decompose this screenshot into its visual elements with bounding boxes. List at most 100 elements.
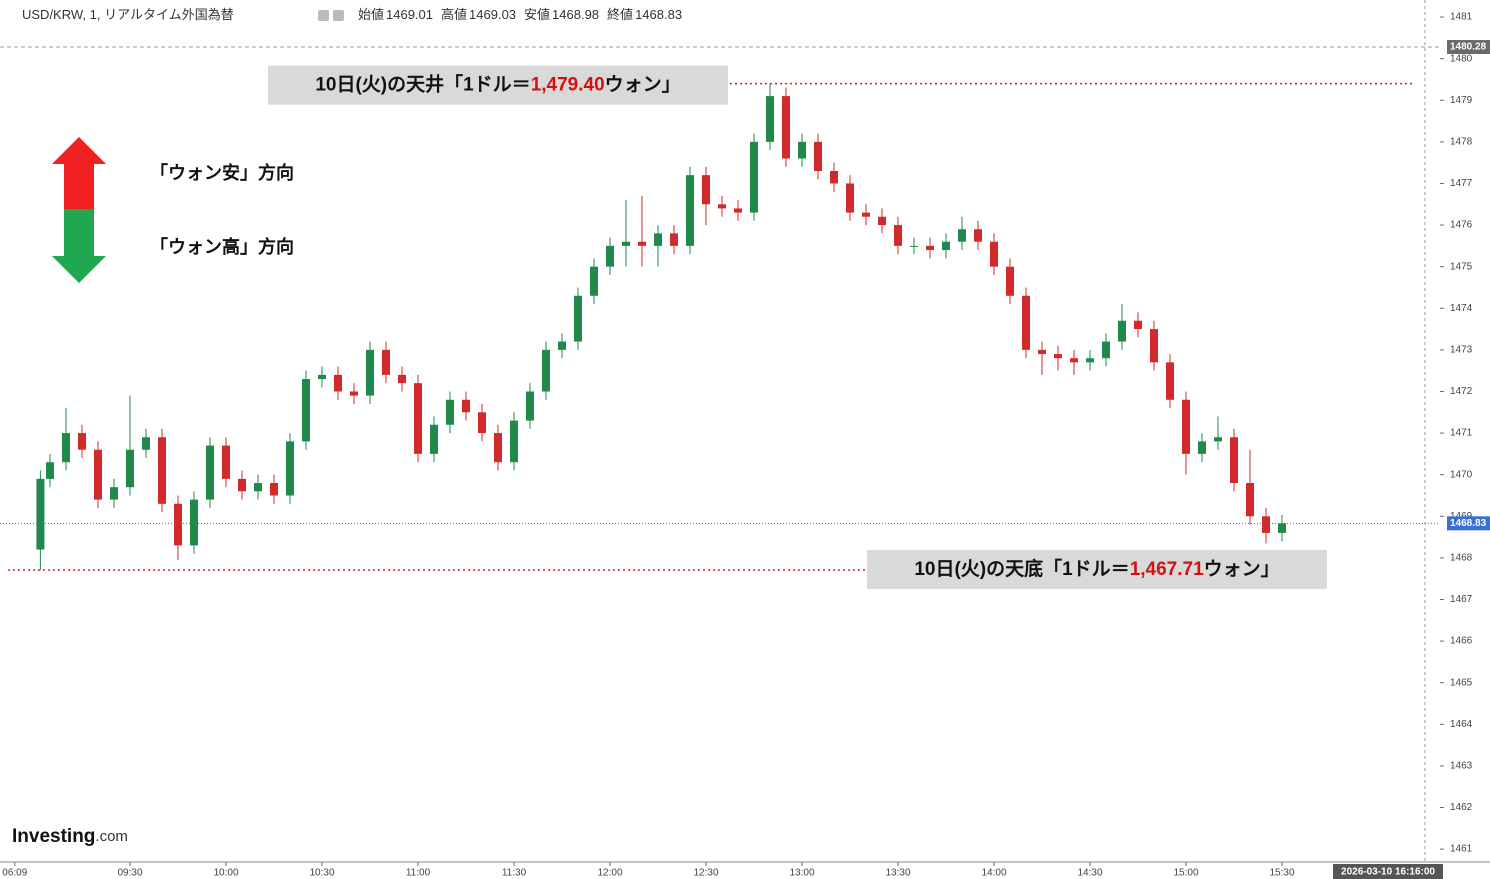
y-tick-label: 1461 xyxy=(1450,844,1473,855)
header-icon xyxy=(333,10,344,21)
ohlc-value: 1469.03 xyxy=(469,7,516,22)
candle-body xyxy=(414,383,422,454)
x-tick-label: 06:09 xyxy=(2,868,27,879)
timestamp: 2026-03-10 16:16:00 xyxy=(1341,867,1435,878)
candle-body xyxy=(1262,516,1270,533)
candle-body xyxy=(542,349,550,392)
annotation-suffix: ウォン」 xyxy=(1204,558,1280,580)
candle-body xyxy=(1086,358,1094,363)
x-tick-label: 13:00 xyxy=(789,868,814,879)
candle-body xyxy=(1166,362,1174,400)
ohlc-readout: 終値 1468.83 xyxy=(607,7,682,22)
timestamp-badge xyxy=(1333,864,1443,879)
x-tick-label: 10:00 xyxy=(213,868,238,879)
candle-body xyxy=(94,449,102,500)
y-tick-label: 1468 xyxy=(1450,553,1473,564)
x-tick-label: 14:30 xyxy=(1077,868,1102,879)
candle-body xyxy=(1134,320,1142,330)
ohlc-label: 安値 xyxy=(524,7,550,22)
y-tick-label: 1467 xyxy=(1450,594,1473,605)
reference-price-label: 1480.28 xyxy=(1450,42,1487,53)
y-tick-label: 1481 xyxy=(1450,12,1473,23)
candle-body xyxy=(254,483,262,492)
arrow-down xyxy=(52,209,106,283)
candle-body xyxy=(942,241,950,251)
candle-body xyxy=(334,374,342,392)
candle-body xyxy=(830,170,838,184)
candle-body xyxy=(494,433,502,463)
candle-body xyxy=(526,391,534,421)
candle-body xyxy=(606,245,614,267)
ohlc-value: 1468.83 xyxy=(635,7,682,22)
candle-body xyxy=(670,233,678,246)
candle-body xyxy=(1182,399,1190,454)
candle-body xyxy=(478,412,486,434)
y-tick-label: 1477 xyxy=(1450,178,1473,189)
x-tick-label: 09:30 xyxy=(117,868,142,879)
y-tick-label: 1471 xyxy=(1450,428,1473,439)
candle-body xyxy=(782,96,790,159)
candle-body xyxy=(1198,441,1206,454)
annotation: 10日(火)の天井「1ドル＝1,479.40ウォン」 xyxy=(315,73,680,96)
direction-label: 「ウォン高」方向 xyxy=(150,236,294,257)
candle-body xyxy=(1070,358,1078,363)
candle-body xyxy=(398,374,406,384)
candle-body xyxy=(1102,341,1110,359)
x-tick-label: 11:00 xyxy=(406,868,431,879)
x-tick-label: 10:30 xyxy=(309,868,334,879)
annotation-value: 1,479.40 xyxy=(531,75,605,96)
annotation-prefix: 10日(火)の天底「1ドル＝ xyxy=(914,557,1129,580)
candle-body xyxy=(190,499,198,546)
candle-body xyxy=(430,424,438,454)
candle-body xyxy=(366,349,374,396)
annotation-suffix: ウォン」 xyxy=(605,74,681,96)
brand-name: Investing xyxy=(12,826,95,847)
candle-body xyxy=(1118,320,1126,342)
candle-body xyxy=(126,449,134,488)
ohlc-readout: 始値 1469.01 xyxy=(358,7,433,22)
y-tick-label: 1474 xyxy=(1450,303,1473,314)
candle-body xyxy=(814,141,822,171)
direction-arrow xyxy=(52,137,106,283)
ohlc-label: 始値 xyxy=(358,7,384,22)
candle-body xyxy=(654,233,662,246)
x-tick-label: 11:30 xyxy=(502,868,527,879)
y-tick-label: 1478 xyxy=(1450,137,1473,148)
arrow-up xyxy=(52,137,106,209)
last-price-badge xyxy=(1447,516,1490,531)
y-tick-label: 1479 xyxy=(1450,95,1473,106)
candle-body xyxy=(718,204,726,209)
candle-body xyxy=(846,183,854,213)
ohlc-label: 高値 xyxy=(441,7,467,22)
candle-body xyxy=(206,445,214,500)
candle-body xyxy=(510,420,518,463)
candle-body xyxy=(974,229,982,242)
candle-body xyxy=(222,445,230,479)
candle-body xyxy=(798,141,806,159)
candle-body xyxy=(110,487,118,500)
candle-body xyxy=(302,378,310,442)
candle-body xyxy=(1022,295,1030,350)
reference-badge xyxy=(1447,40,1490,55)
ohlc-value: 1469.01 xyxy=(386,7,433,22)
y-tick-label: 1466 xyxy=(1450,636,1473,647)
candle-body xyxy=(638,241,646,246)
y-tick-label: 1476 xyxy=(1450,220,1473,231)
candle-body xyxy=(894,225,902,246)
last-price-label: 1468.83 xyxy=(1450,518,1487,529)
candle-body xyxy=(46,462,54,479)
y-tick-label: 1463 xyxy=(1450,761,1473,772)
header-icon xyxy=(318,10,329,21)
candle-body xyxy=(1054,354,1062,359)
candle-body xyxy=(958,229,966,242)
candle-body xyxy=(318,374,326,379)
candle-body xyxy=(622,241,630,246)
x-tick-label: 15:00 xyxy=(1173,868,1198,879)
header: USD/KRW, 1, リアルタイム外国為替 xyxy=(22,7,234,22)
symbol: USD/KRW, 1, リアルタイム外国為替 xyxy=(22,7,234,22)
y-tick-label: 1464 xyxy=(1450,719,1473,730)
candle-body xyxy=(1278,523,1286,533)
ohlc-readout: 高値 1469.03 xyxy=(441,7,516,22)
x-tick-label: 12:30 xyxy=(693,868,718,879)
